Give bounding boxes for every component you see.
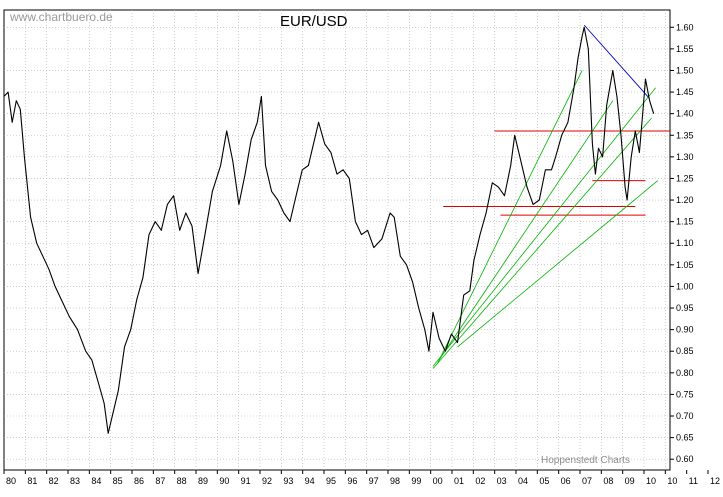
x-tick-label: 11 [689,476,698,486]
x-tick-label: 88 [177,476,187,486]
x-tick-label: 09 [625,476,635,486]
fan-line [432,87,657,367]
x-tick-label: 95 [326,476,336,486]
y-tick-label: 0.70 [676,411,694,421]
credit-label: Hoppenstedt Charts [541,455,630,466]
fan-line [457,180,658,348]
y-tick-label: 1.25 [676,173,694,183]
y-tick-label: 0.75 [676,389,694,399]
y-tick-label: 0.90 [676,325,694,335]
y-tick-label: 1.00 [676,281,694,291]
trend-fan-lines [432,70,658,369]
x-tick-label: 04 [518,476,528,486]
x-tick-label: 89 [198,476,208,486]
y-tick-label: 0.85 [676,346,694,356]
x-tick-label: 91 [241,476,251,486]
y-tick-label: 0.65 [676,433,694,443]
x-tick-label: 90 [219,476,229,486]
y-tick-label: 1.30 [676,152,694,162]
x-tick-label: 06 [561,476,571,486]
x-tick-label: 00 [433,476,443,486]
x-tick-label: 87 [155,476,165,486]
x-tick-label: 81 [27,476,37,486]
x-tick-label: 02 [475,476,485,486]
x-tick-label: 03 [497,476,507,486]
y-tick-label: 1.60 [676,22,694,32]
fan-line [438,100,614,361]
y-axis-ticks: 0.60 0.65 0.70 0.75 0.80 0.85 0.90 0.95 1.00 1.05… [670,22,694,464]
support-resistance-lines [443,130,670,216]
top-trendline [583,24,650,99]
x-tick-label: 99 [411,476,421,486]
x-tick-label: 93 [283,476,293,486]
x-tick-label: 84 [91,476,101,486]
series-line [3,26,655,434]
y-tick-label: 0.80 [676,368,694,378]
watermark: www.chartbuero.de [9,10,113,24]
y-tick-label: 1.35 [676,130,694,140]
x-tick-label: 07 [582,476,592,486]
y-tick-label: 1.20 [676,195,694,205]
x-tick-label: 94 [305,476,315,486]
y-tick-label: 0.60 [676,454,694,464]
fan-line [436,70,583,365]
x-tick-label: 85 [113,476,123,486]
y-tick-label: 1.45 [676,87,694,97]
y-tick-label: 1.10 [676,238,694,248]
x-tick-label: 10 [646,476,656,486]
y-tick-label: 1.50 [676,65,694,75]
x-tick-label: 05 [539,476,549,486]
x-tick-label: 97 [369,476,379,486]
fan-line [432,117,652,369]
trendline [583,24,650,99]
chart-title: EUR/USD [280,13,348,30]
y-tick-label: 1.05 [676,260,694,270]
x-tick-label: 12 [710,476,720,486]
y-tick-label: 1.40 [676,109,694,119]
x-tick-label: 92 [262,476,272,486]
x-tick-label: 98 [390,476,400,486]
x-tick-label: 86 [134,476,144,486]
x-axis-ticks: 80 81 82 83 84 85 86 87 88 89 90 91 92 93 94 95 96 97 98 99… [3,470,720,486]
plot-frame [3,9,671,471]
x-tick-label: 80 [6,476,16,486]
x-tick-label: 08 [603,476,613,486]
x-tick-label: 83 [70,476,80,486]
price-series [3,26,655,434]
x-tick-label: 01 [454,476,464,486]
x-tick-label: 10 [667,476,677,486]
y-tick-label: 1.55 [676,44,694,54]
grid [3,9,671,471]
y-tick-label: 0.95 [676,303,694,313]
x-tick-label: 82 [49,476,59,486]
x-tick-label: 96 [347,476,357,486]
y-tick-label: 1.15 [676,217,694,227]
